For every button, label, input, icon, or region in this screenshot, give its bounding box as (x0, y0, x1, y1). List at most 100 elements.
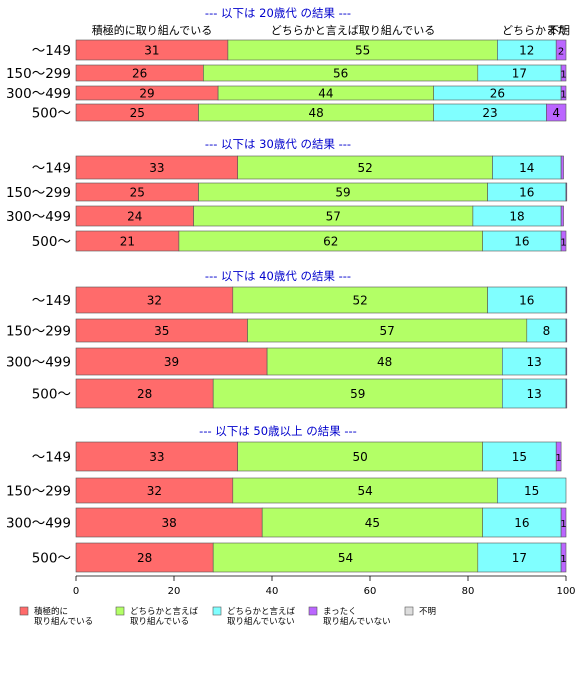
bar-segment (75, 542, 214, 573)
bar-value-label: 16 (519, 186, 534, 200)
bar-value-label: 55 (355, 44, 370, 58)
bar-segment (232, 286, 488, 314)
bar-value-label: 35 (154, 324, 169, 338)
bar-segment (560, 85, 567, 101)
category-label: 150～299 (6, 185, 71, 201)
bar-segment (237, 441, 483, 472)
legend-label: 取り組んでいる (34, 616, 93, 627)
category-label: 500～ (32, 551, 71, 567)
bar-value-label: 44 (318, 87, 333, 101)
bar-value-label: 32 (147, 294, 162, 308)
bar-value-label: 15 (512, 450, 527, 464)
bar-segment (212, 542, 479, 573)
bar-value-label: 16 (514, 516, 529, 530)
category-label: 300～499 (6, 86, 71, 102)
legend-swatch (212, 606, 222, 616)
bar-value-label: 1 (560, 90, 566, 101)
bar-value-label: 31 (144, 44, 159, 58)
bar-segment (560, 542, 567, 573)
bar-value-label: 52 (353, 294, 368, 308)
bar-value-label: 13 (527, 387, 542, 401)
top-column-label: 積極的に取り組んでいる (92, 23, 212, 37)
bar-value-label: 28 (137, 551, 152, 565)
legend-label: 取り組んでいない (323, 616, 391, 627)
legend-swatch (404, 606, 414, 616)
legend-label: 取り組んでいる (130, 616, 189, 627)
x-tick-label: 80 (462, 586, 475, 597)
category-label: ～149 (32, 161, 71, 177)
category-label: 150～299 (6, 66, 71, 82)
bar-segment (560, 205, 564, 227)
bar-value-label: 15 (524, 484, 539, 498)
legend-label: まったく (323, 607, 357, 617)
bar-value-label: 1 (560, 238, 566, 249)
bar-value-label: 52 (357, 161, 372, 175)
legend-swatch (115, 606, 125, 616)
bar-value-label: 25 (130, 186, 145, 200)
bar-value-label: 12 (519, 44, 534, 58)
bar-value-label: 16 (519, 294, 534, 308)
bar-segment (501, 378, 567, 409)
bar-value-label: 48 (308, 106, 323, 120)
bar-segment (482, 507, 562, 538)
group-title: --- 以下は 50歳以上 の結果 --- (199, 424, 357, 438)
bar-segment (546, 103, 567, 122)
top-column-label: どちらかと言えば取り組んでいる (271, 24, 435, 37)
bar-segment (565, 286, 568, 314)
top-column-label: どちらかまた (502, 24, 568, 37)
bar-value-label: 8 (543, 324, 551, 338)
bar-value-label: 62 (323, 235, 338, 249)
category-label: 300～499 (6, 209, 71, 225)
bar-segment (565, 347, 568, 376)
category-label: ～149 (32, 450, 71, 466)
x-tick-label: 100 (556, 586, 575, 597)
bar-value-label: 33 (149, 450, 164, 464)
bar-value-label: 26 (132, 67, 147, 81)
bar-value-label: 17 (512, 551, 527, 565)
bar-segment (497, 477, 567, 504)
bar-segment (75, 347, 268, 376)
bar-value-label: 57 (326, 210, 341, 224)
legend-label: どちらかと言えば (130, 606, 199, 617)
bar-value-label: 1 (560, 519, 566, 530)
bar-segment (232, 477, 498, 504)
bar-value-label: 1 (560, 554, 566, 565)
bar-segment (555, 441, 562, 472)
legend-label: 積極的に (34, 606, 68, 617)
x-tick-label: 40 (266, 586, 279, 597)
bar-segment (560, 155, 564, 180)
bar-value-label: 1 (560, 70, 566, 81)
bar-value-label: 45 (365, 516, 380, 530)
bar-segment (560, 230, 567, 252)
bar-value-label: 57 (380, 324, 395, 338)
bar-value-label: 24 (127, 210, 142, 224)
bar-value-label: 33 (149, 161, 164, 175)
category-label: 300～499 (6, 355, 71, 371)
category-label: 500～ (32, 106, 71, 122)
bar-value-label: 54 (338, 551, 353, 565)
category-label: ～149 (32, 43, 71, 59)
bar-segment (212, 378, 503, 409)
group-title: --- 以下は 30歳代 の結果 --- (205, 137, 351, 151)
bar-value-label: 17 (512, 67, 527, 81)
group-title: --- 以下は 20歳代 の結果 --- (205, 6, 351, 20)
bar-value-label: 18 (509, 210, 524, 224)
bar-value-label: 59 (350, 387, 365, 401)
bar-value-label: 26 (490, 87, 505, 101)
bar-value-label: 2 (558, 47, 564, 58)
bar-value-label: 13 (527, 355, 542, 369)
legend-label: 不明 (419, 607, 436, 617)
bar-value-label: 54 (357, 484, 372, 498)
category-label: 150～299 (6, 324, 71, 340)
bar-value-label: 21 (120, 235, 135, 249)
bar-segment (266, 347, 503, 376)
bar-value-label: 50 (353, 450, 368, 464)
bar-segment (555, 39, 567, 61)
bar-value-label: 16 (514, 235, 529, 249)
bar-value-label: 25 (130, 106, 145, 120)
legend-swatch (308, 606, 318, 616)
group-title: --- 以下は 40歳代 の結果 --- (205, 269, 351, 283)
bar-segment (75, 507, 263, 538)
category-label: 300～499 (6, 516, 71, 532)
